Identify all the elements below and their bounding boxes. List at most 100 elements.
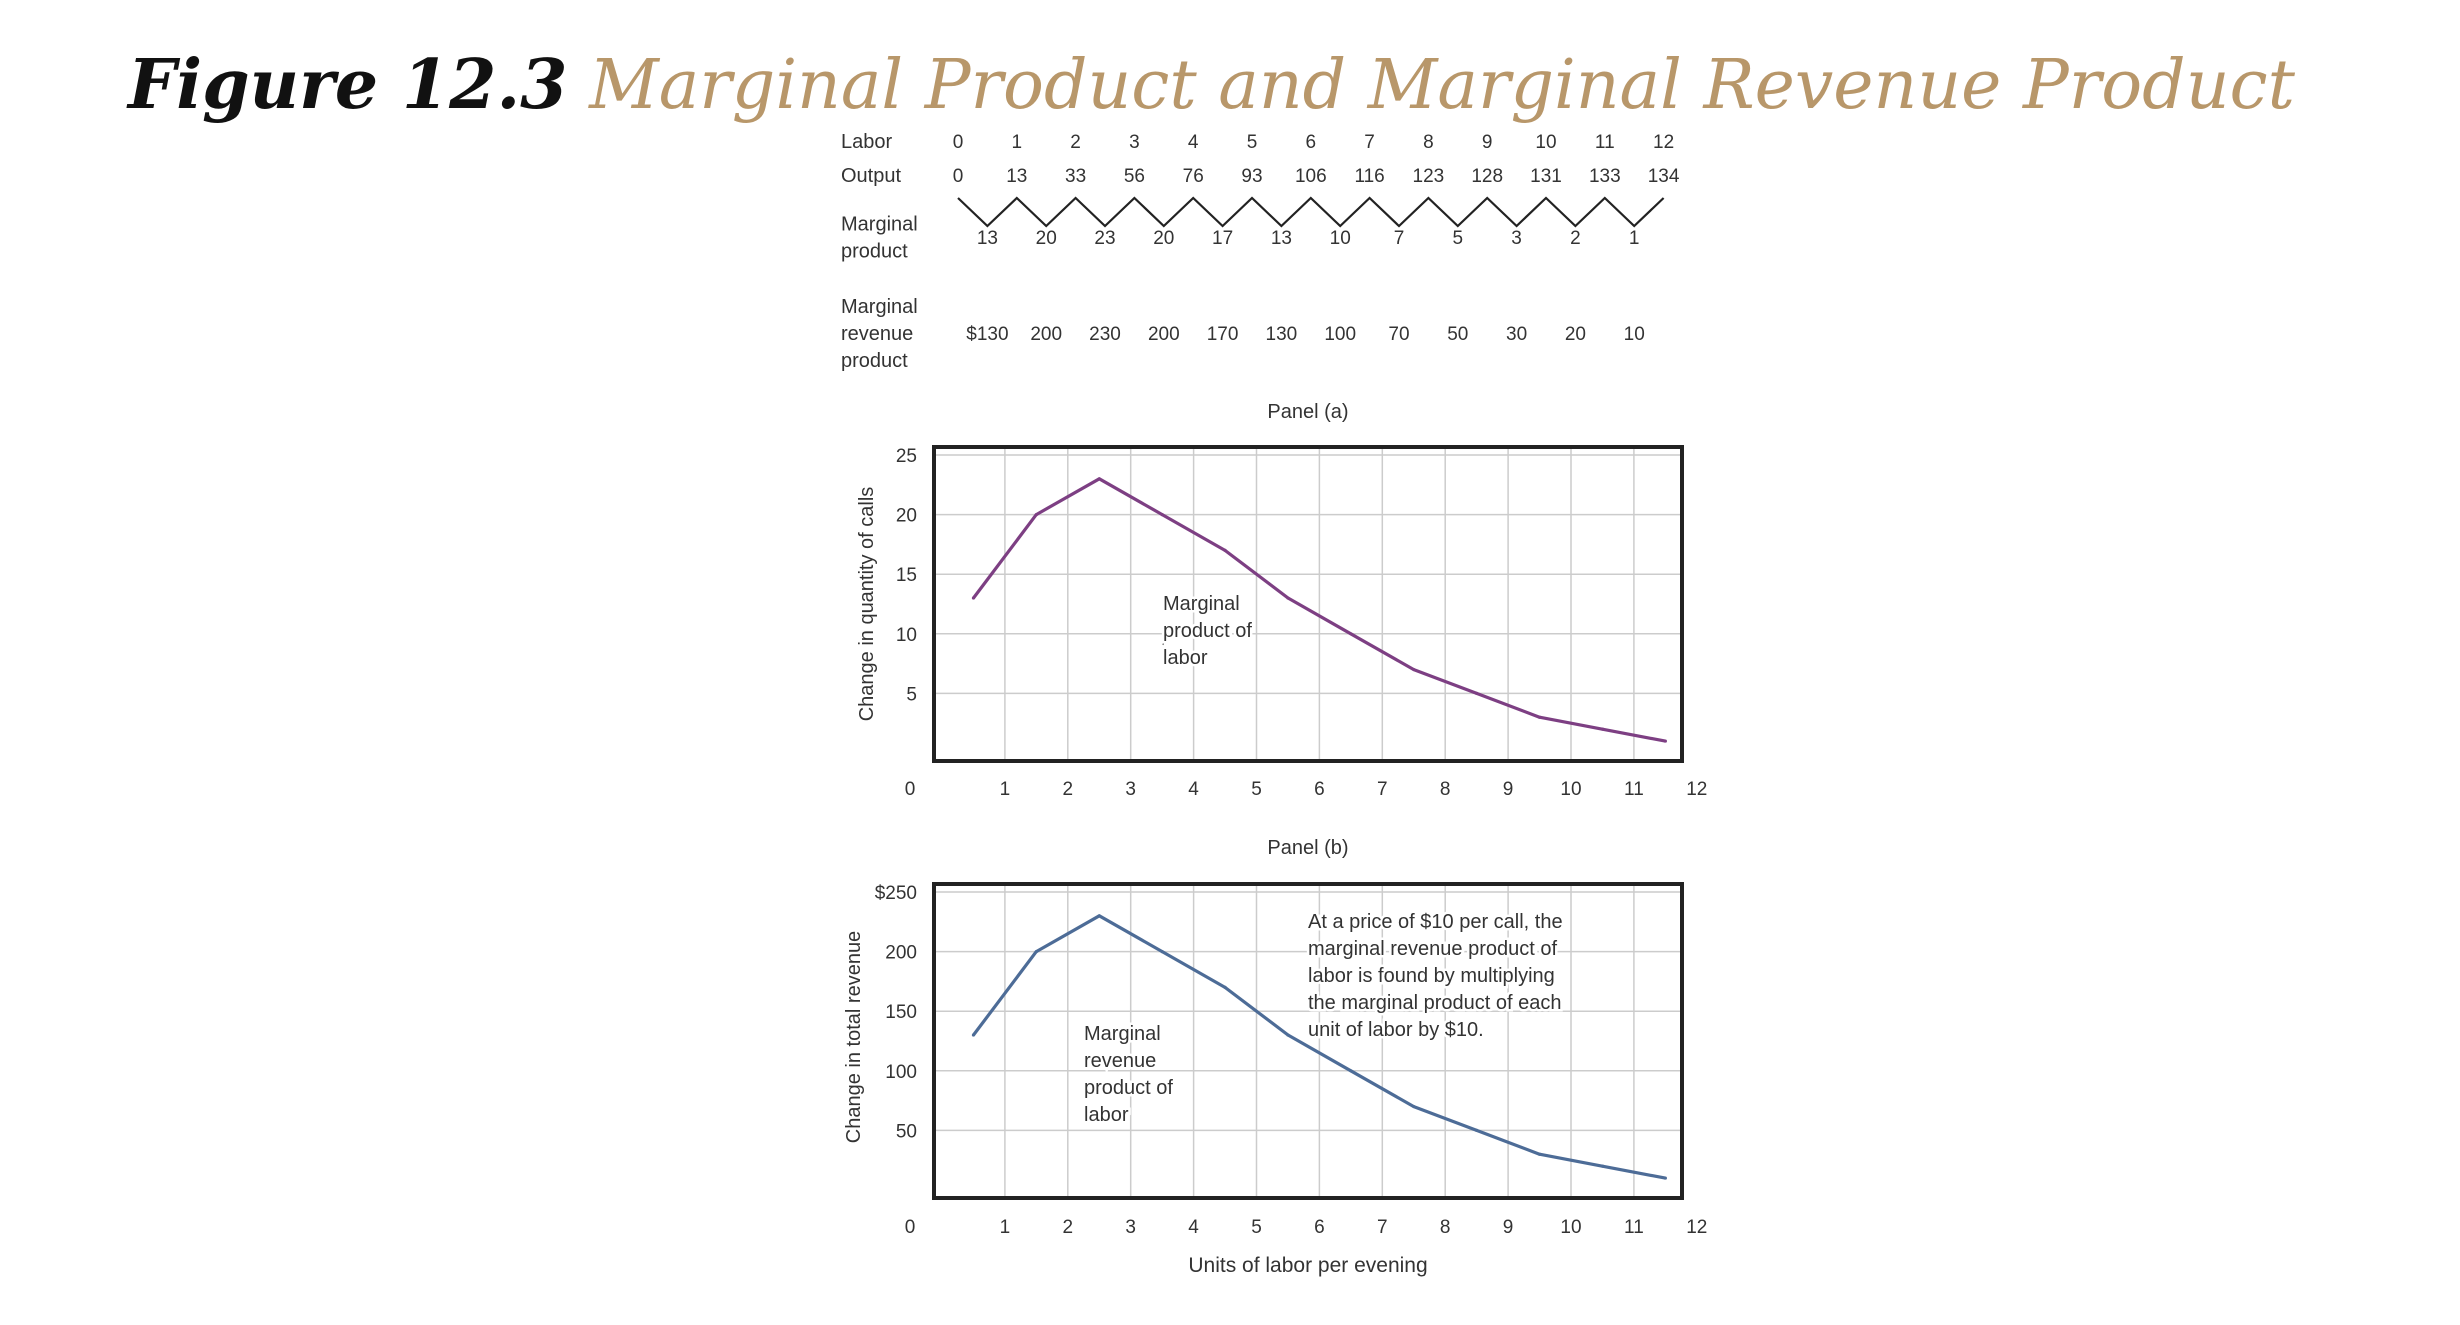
table-cell: 93: [1241, 166, 1262, 187]
table-cell: 10: [1330, 228, 1351, 249]
annotation-text: product of: [1163, 620, 1252, 642]
table-cell: 3: [1511, 228, 1522, 249]
table-cell: 10: [1624, 324, 1645, 345]
table-cell: 5: [1453, 228, 1464, 249]
annotation-text: revenue: [1084, 1050, 1156, 1072]
y-tick-label: 5: [906, 684, 917, 705]
plot-frame: [932, 882, 1684, 1200]
annotation-text: Marginal: [1163, 593, 1240, 615]
table-cell: 133: [1589, 166, 1621, 187]
x-tick-label: 2: [1063, 779, 1074, 800]
table-cell: 12: [1653, 132, 1674, 153]
table-cell: 9: [1482, 132, 1493, 153]
x-tick-label: 5: [1251, 1217, 1262, 1238]
x-tick-label: 11: [1624, 779, 1644, 800]
table-cell: 1: [1012, 132, 1023, 153]
x-tick-label: 3: [1125, 1217, 1136, 1238]
marginal-product-line: [972, 477, 1666, 743]
data-point: [1663, 1176, 1667, 1180]
x-tick-label: 10: [1560, 1217, 1581, 1238]
y-tick-label: 25: [896, 446, 917, 467]
data-point: [1223, 985, 1227, 989]
table-cell: 10: [1535, 132, 1556, 153]
table-zigzag-connector: [957, 196, 1665, 228]
table-cell: 70: [1388, 324, 1409, 345]
table-cell: 1: [1629, 228, 1640, 249]
table-cell: 50: [1447, 324, 1468, 345]
table-cell: 7: [1394, 228, 1405, 249]
table-cell: 116: [1354, 166, 1384, 187]
table-cell: 106: [1295, 166, 1327, 187]
table-cell: 170: [1207, 324, 1239, 345]
table-row-label: Marginal: [841, 296, 918, 318]
y-tick-label: $250: [875, 883, 917, 904]
table-cell: 6: [1306, 132, 1317, 153]
table-cell: 0: [953, 166, 964, 187]
data-point: [1475, 1128, 1479, 1132]
y-tick-label: 50: [896, 1121, 917, 1142]
annotation-text: unit of labor by $10.: [1308, 1019, 1484, 1041]
data-point: [1537, 715, 1542, 719]
data-point: [1412, 667, 1416, 672]
x-tick-label: 6: [1314, 779, 1325, 800]
y-tick-label: 200: [885, 943, 917, 964]
table-cell: 7: [1364, 132, 1375, 153]
data-point: [1475, 691, 1479, 696]
x-tick-label: 9: [1503, 1217, 1514, 1238]
table-row-label: product: [841, 350, 908, 372]
table-cell: 5: [1247, 132, 1258, 153]
table-cell: 20: [1153, 228, 1174, 249]
x-tick-label: 7: [1377, 1217, 1388, 1238]
table-cell: 200: [1148, 324, 1180, 345]
figure-title: Marginal Product and Marginal Revenue Pr…: [589, 46, 2295, 125]
x-tick-label: 1: [1000, 779, 1011, 800]
table-cell: 100: [1324, 324, 1356, 345]
table-row-label: Marginal: [841, 214, 918, 236]
y-tick-label: 20: [896, 506, 917, 527]
table-cell: 2: [1070, 132, 1081, 153]
data-point: [1223, 548, 1227, 552]
x-tick-label: 2: [1063, 1217, 1074, 1238]
data-point: [1537, 1152, 1542, 1156]
data-point: [1663, 739, 1667, 743]
data-point: [1160, 950, 1164, 954]
table-cell: 0: [953, 132, 964, 153]
data-point: [1600, 1164, 1605, 1168]
table-cell: 2: [1570, 228, 1581, 249]
table-cell: 13: [1006, 166, 1027, 187]
panel-label: Panel (b): [1267, 837, 1348, 859]
table-cell: 128: [1471, 166, 1503, 187]
data-point: [1349, 632, 1353, 636]
y-tick-label: 100: [885, 1062, 917, 1083]
annotation-leader: [1162, 634, 1166, 646]
y-tick-label: 150: [885, 1002, 917, 1023]
figure-heading: Figure 12.3 Marginal Product and Margina…: [128, 40, 2295, 131]
table-cell: 134: [1648, 166, 1680, 187]
x-tick-label: 4: [1188, 1217, 1199, 1238]
plot-area: [934, 884, 1682, 1198]
data-point: [1034, 513, 1038, 517]
x-tick-label: 8: [1440, 779, 1451, 800]
table-cell: 13: [977, 228, 998, 249]
table-row-label: Labor: [841, 131, 892, 153]
data-point: [1097, 477, 1101, 481]
x-tick-label: 3: [1125, 779, 1136, 800]
table-cell: 17: [1212, 228, 1233, 249]
x-tick-label: 11: [1624, 1217, 1644, 1238]
x-tick-label: 5: [1251, 779, 1262, 800]
data-point: [1286, 1033, 1290, 1037]
data-point: [1286, 596, 1290, 600]
annotation-text: labor: [1084, 1104, 1129, 1126]
table-cell: 56: [1124, 166, 1145, 187]
data-point: [1600, 727, 1605, 731]
x-tick-label: 0: [905, 1217, 916, 1238]
table-row-label: product: [841, 241, 908, 263]
data-point: [1412, 1104, 1416, 1109]
y-axis-label: Change in total revenue: [843, 931, 865, 1143]
table-cell: 3: [1129, 132, 1140, 153]
x-tick-label: 8: [1440, 1217, 1451, 1238]
plot-frame: [932, 445, 1684, 763]
table-cell: 123: [1413, 166, 1445, 187]
annotation-text: the marginal product of each: [1308, 992, 1562, 1014]
table-cell: 23: [1094, 228, 1115, 249]
